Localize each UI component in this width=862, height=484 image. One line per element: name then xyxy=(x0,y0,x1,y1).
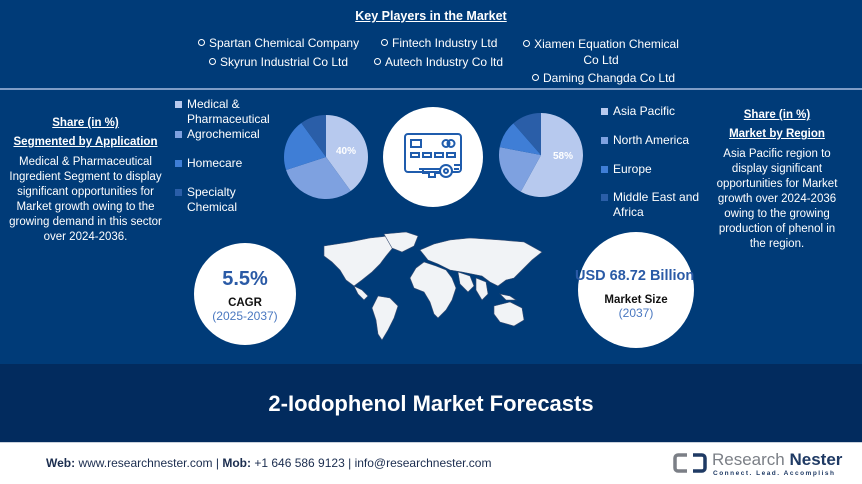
key-player-item: Daming Changda Co Ltd xyxy=(532,71,675,85)
region-legend: Asia Pacific North America Europe Middle… xyxy=(601,104,701,220)
region-pie-label: 58% xyxy=(553,151,574,162)
key-player-item: Skyrun Industrial Co Ltd xyxy=(209,55,348,69)
legend-item: Agrochemical xyxy=(175,127,275,142)
cagr-period: (2025-2037) xyxy=(212,309,278,323)
legend-swatch-icon xyxy=(601,108,608,115)
key-player-item: Fintech Industry Ltd xyxy=(381,36,497,50)
legend-swatch-icon xyxy=(601,166,608,173)
legend-swatch-icon xyxy=(601,137,608,144)
region-pie-chart xyxy=(498,113,583,197)
legend-item: Homecare xyxy=(175,156,275,171)
circle-bullet-icon xyxy=(381,39,388,46)
legend-item: Asia Pacific xyxy=(601,104,701,119)
market-size-label: Market Size xyxy=(604,294,668,306)
logo-wordmark: Research Nester xyxy=(712,450,843,469)
market-size-value: USD 68.72 Billion xyxy=(575,268,695,284)
legend-item: Specialty Chemical xyxy=(175,185,275,215)
page-title: 2-Iodophenol Market Forecasts xyxy=(268,391,594,416)
key-player-item: Xiamen Equation Chemical Co Ltd xyxy=(516,36,686,68)
email-link[interactable]: info@researchnester.com xyxy=(354,456,492,470)
cagr-label: CAGR xyxy=(228,297,262,309)
legend-swatch-icon xyxy=(175,160,182,167)
website-link[interactable]: www.researchnester.com xyxy=(78,456,213,470)
circle-bullet-icon xyxy=(532,74,539,81)
footer xyxy=(0,442,862,484)
cagr-value: 5.5% xyxy=(222,268,268,290)
circle-bullet-icon xyxy=(209,58,216,65)
application-title-share: Share (in %) xyxy=(52,117,119,129)
market-size-circle: USD 68.72 Billion Market Size (2037) xyxy=(575,232,695,348)
legend-swatch-icon xyxy=(175,131,182,138)
application-description: Medical & Pharmaceutical Ingredient Segm… xyxy=(9,156,162,243)
legend-item: North America xyxy=(601,133,701,148)
legend-swatch-icon xyxy=(175,189,182,196)
research-nester-logo xyxy=(673,452,707,479)
circle-bullet-icon xyxy=(523,40,531,47)
market-size-year: (2037) xyxy=(618,306,654,320)
region-title-share: Share (in %) xyxy=(743,109,811,121)
legend-item: Europe xyxy=(601,162,701,177)
application-legend: Medical & Pharmaceutical Agrochemical Ho… xyxy=(175,97,275,215)
application-pie-chart xyxy=(284,115,369,200)
logo-mark-icon xyxy=(673,453,707,473)
section-divider xyxy=(0,88,862,90)
cagr-circle: 5.5% CAGR (2025-2037) xyxy=(194,243,296,345)
application-title-segment: Segmented by Application xyxy=(13,136,158,148)
region-panel: Share (in %) Market by Region Asia Pacif… xyxy=(712,106,842,252)
credit-card-key-icon xyxy=(404,133,462,178)
key-players-section xyxy=(0,0,862,88)
legend-swatch-icon xyxy=(601,194,608,201)
phone-number: +1 646 586 9123 xyxy=(254,456,345,470)
legend-item: Middle East and Africa xyxy=(601,190,701,220)
key-player-item: Autech Industry Co ltd xyxy=(374,55,503,69)
key-player-item: Spartan Chemical Company xyxy=(198,36,359,50)
key-players-title: Key Players in the Market xyxy=(355,9,507,23)
title-band xyxy=(0,364,862,442)
footer-contact: Web: www.researchnester.com | Mob: +1 64… xyxy=(46,456,492,470)
legend-swatch-icon xyxy=(175,101,182,108)
region-title-market: Market by Region xyxy=(729,128,825,140)
legend-item: Medical & Pharmaceutical xyxy=(175,97,275,127)
world-map-icon xyxy=(323,231,543,341)
circle-bullet-icon xyxy=(198,39,205,46)
icon-circle xyxy=(383,107,483,207)
application-panel: Share (in %) Segmented by Application Me… xyxy=(8,114,163,245)
logo-tagline: Connect. Lead. Accomplish xyxy=(713,470,836,477)
application-pie-label: 40% xyxy=(336,146,357,157)
circle-bullet-icon xyxy=(374,58,381,65)
region-description: Asia Pacific region to display significa… xyxy=(716,148,838,250)
